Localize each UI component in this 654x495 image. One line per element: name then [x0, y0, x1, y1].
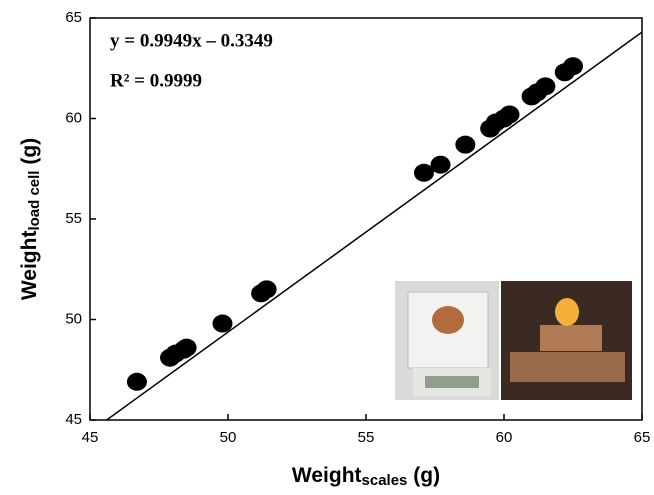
x-tick-label: 65	[634, 429, 651, 446]
y-tick-label: 55	[65, 210, 82, 227]
y-tick-label: 60	[65, 109, 82, 126]
y-tick-label: 50	[65, 310, 82, 327]
data-point	[413, 163, 434, 182]
data-point	[430, 155, 451, 174]
data-point	[212, 314, 233, 333]
x-tick-label: 50	[220, 429, 237, 446]
data-point	[176, 338, 197, 357]
lit-egg	[555, 298, 579, 326]
base	[510, 352, 625, 382]
egg	[432, 306, 464, 334]
y-axis-label: Weightload cell (g)	[18, 138, 43, 300]
plot-frame	[89, 17, 643, 421]
fit-line	[105, 31, 642, 420]
x-tick-label: 45	[82, 429, 99, 446]
equation: y = 0.9949x – 0.3349	[110, 30, 273, 51]
inset-photos	[395, 281, 632, 400]
data-point	[499, 105, 520, 124]
data-point	[563, 57, 583, 76]
r-squared: R² = 0.9999	[110, 70, 202, 91]
scale-display	[425, 376, 479, 388]
data-point	[455, 135, 476, 154]
plot-area: 45 50 55 60 65 45 50 55 60 65	[65, 9, 650, 446]
platform	[540, 325, 602, 351]
x-axis-label: Weightscales (g)	[292, 464, 440, 489]
x-tick-label: 55	[358, 429, 375, 446]
y-tick-label: 65	[65, 9, 82, 26]
y-tick-label: 45	[65, 411, 82, 428]
data-point	[126, 372, 147, 391]
data-point	[535, 77, 556, 96]
data-point	[256, 280, 277, 299]
x-tick-label: 60	[496, 429, 513, 446]
